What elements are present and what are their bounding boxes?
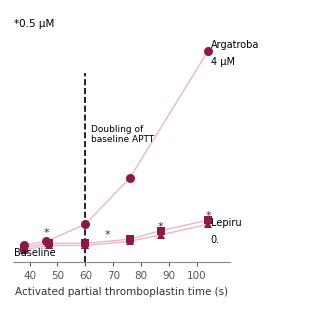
Text: *0.5 μM: *0.5 μM xyxy=(14,19,55,29)
Text: *: * xyxy=(105,230,110,240)
Text: 4 μM: 4 μM xyxy=(211,57,235,67)
X-axis label: Activated partial thromboplastin time (s): Activated partial thromboplastin time (s… xyxy=(15,287,228,297)
Text: Doubling of
baseline APTT: Doubling of baseline APTT xyxy=(91,125,154,144)
Text: *: * xyxy=(158,222,164,232)
Text: Argatroba: Argatroba xyxy=(211,40,259,50)
Text: *: * xyxy=(205,211,211,221)
Text: Baseline: Baseline xyxy=(14,248,56,258)
Text: *: * xyxy=(44,228,49,238)
Text: Lepiru: Lepiru xyxy=(211,218,242,228)
Text: 0.: 0. xyxy=(211,235,220,245)
